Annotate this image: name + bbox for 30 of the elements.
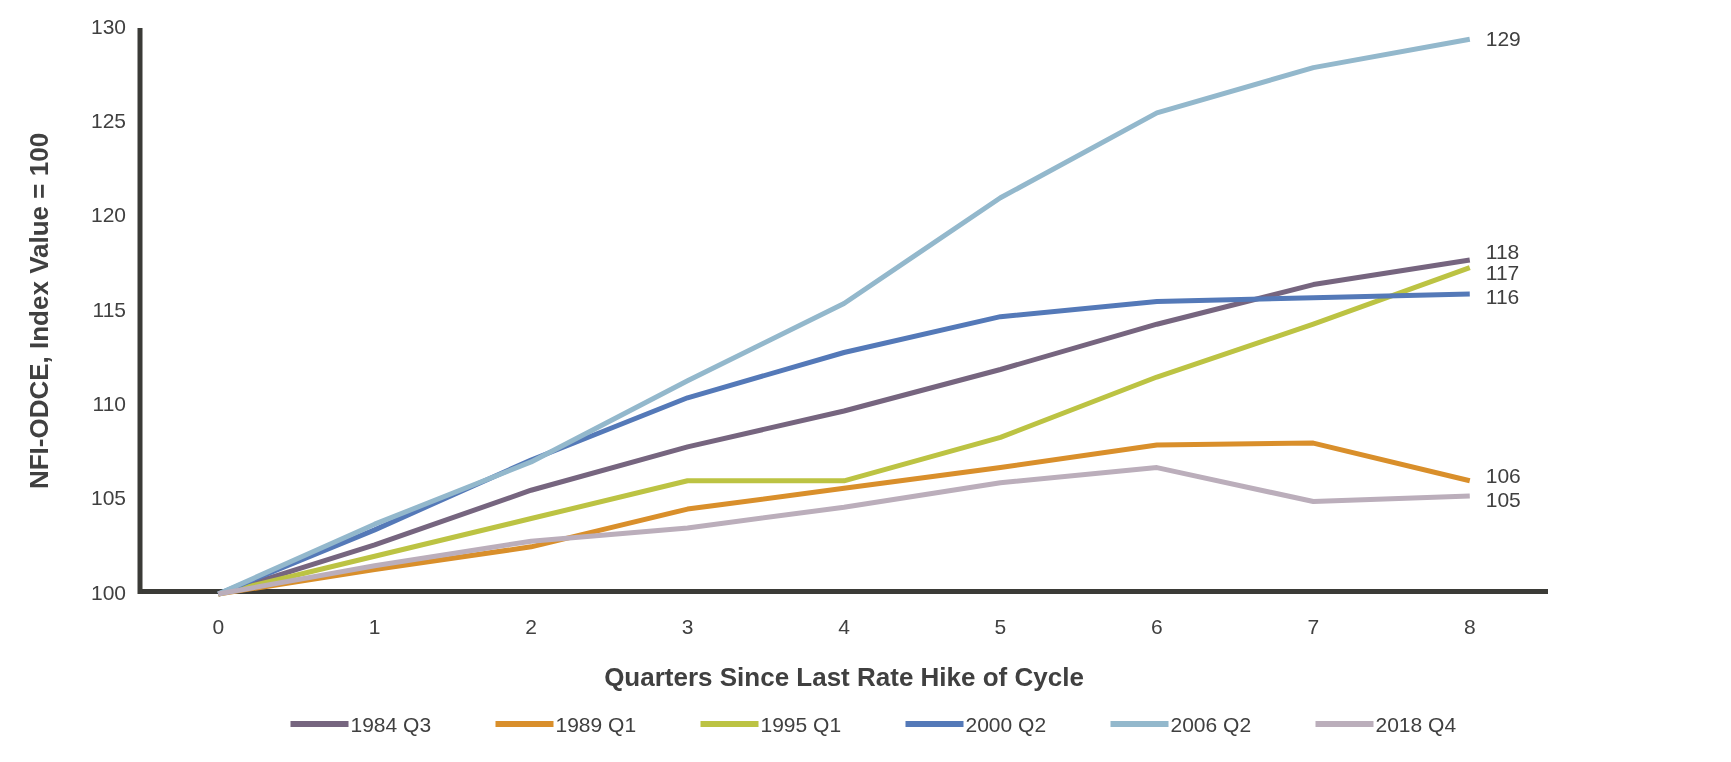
legend-label: 2018 Q4 — [1375, 713, 1457, 736]
x-tick-label: 7 — [1307, 615, 1320, 638]
x-tick-label: 3 — [681, 615, 694, 638]
data-label: 117 — [1485, 260, 1520, 284]
data-label: 116 — [1485, 284, 1520, 308]
legend-label: 2000 Q2 — [965, 713, 1047, 736]
data-label: 129 — [1485, 27, 1521, 51]
y-tick-label: 115 — [92, 297, 126, 321]
x-axis-title: Quarters Since Last Rate Hike of Cycle — [604, 662, 1084, 692]
y-axis-title: NFI-ODCE, Index Value = 100 — [24, 132, 54, 490]
y-tick-label: 125 — [90, 108, 126, 132]
x-tick-label: 0 — [212, 615, 225, 638]
legend-label: 1984 Q3 — [350, 713, 432, 736]
data-label: 106 — [1485, 464, 1521, 488]
y-tick-label: 130 — [90, 14, 126, 38]
x-tick-label: 1 — [368, 615, 381, 638]
x-tick-label: 5 — [994, 615, 1007, 638]
y-tick-label: 110 — [92, 391, 126, 415]
legend-label: 1989 Q1 — [555, 713, 637, 736]
x-tick-label: 4 — [838, 615, 851, 638]
y-tick-label: 105 — [90, 486, 126, 510]
x-tick-label: 6 — [1151, 615, 1163, 638]
legend-label: 1995 Q1 — [760, 713, 842, 736]
y-tick-label: 120 — [90, 203, 126, 227]
y-tick-label: 100 — [90, 580, 126, 604]
data-label: 118 — [1485, 239, 1520, 263]
x-tick-label: 2 — [525, 615, 537, 638]
legend-label: 2006 Q2 — [1170, 713, 1252, 736]
x-tick-label: 8 — [1463, 615, 1476, 638]
data-label: 105 — [1485, 488, 1521, 512]
